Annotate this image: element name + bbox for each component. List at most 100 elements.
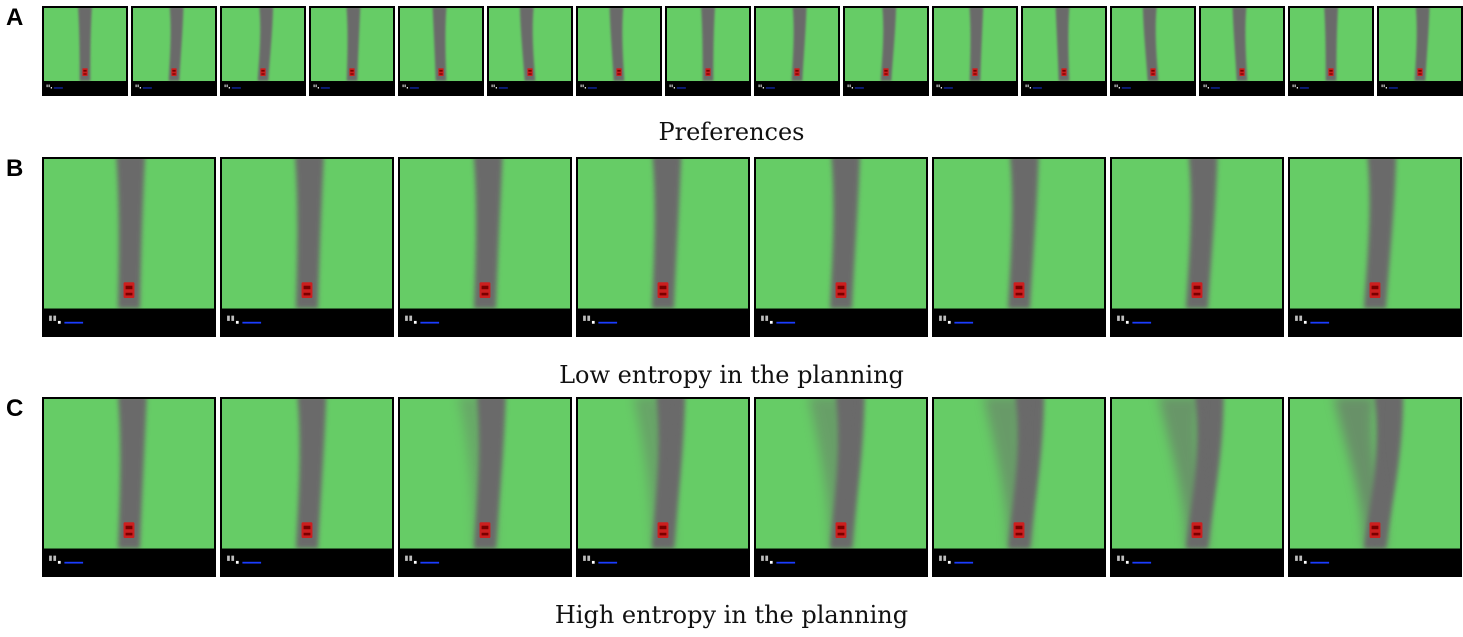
speed-bar (1032, 87, 1042, 89)
game-frame (398, 157, 572, 337)
game-frame (576, 397, 750, 577)
hud-indicator-icon (939, 315, 951, 324)
game-frame (131, 6, 217, 96)
game-frame (1288, 6, 1374, 96)
frame-canvas (1023, 8, 1105, 94)
frame-canvas (1290, 159, 1460, 335)
red-car-icon (479, 522, 491, 539)
frame-canvas (667, 8, 749, 94)
frame-canvas (1112, 8, 1194, 94)
speed-bar (765, 87, 775, 89)
hud-indicator-icon (135, 84, 142, 89)
frame-canvas (222, 159, 392, 335)
speed-bar (1132, 321, 1152, 324)
red-car-icon (349, 68, 355, 76)
frame-canvas (400, 159, 570, 335)
speed-bar (53, 87, 63, 89)
hud-indicator-icon (1117, 555, 1129, 564)
game-frame (42, 6, 128, 96)
red-car-icon (1150, 68, 1156, 76)
hud-indicator-icon (669, 84, 676, 89)
speed-bar (420, 321, 440, 324)
speed-bar (598, 321, 618, 324)
red-car-icon (1369, 522, 1381, 539)
red-car-icon (527, 68, 533, 76)
game-frame (309, 6, 395, 96)
hud-indicator-icon (227, 555, 239, 564)
red-car-icon (260, 68, 266, 76)
frame-canvas (1379, 8, 1461, 94)
game-frame (1110, 397, 1284, 577)
speed-bar (420, 561, 440, 564)
hud-indicator-icon (583, 555, 595, 564)
frame-canvas (311, 8, 393, 94)
speed-bar (1388, 87, 1398, 89)
panel-c-caption: High entropy in the planning (554, 601, 909, 629)
red-car-icon (883, 68, 889, 76)
game-frame (1377, 6, 1463, 96)
hud-indicator-icon (491, 84, 498, 89)
hud-indicator-icon (1295, 315, 1307, 324)
frame-canvas (44, 399, 214, 575)
red-car-icon (479, 282, 491, 299)
hud-indicator-icon (402, 84, 409, 89)
hud-indicator-icon (405, 555, 417, 564)
hud-indicator-icon (1117, 315, 1129, 324)
panel-b-caption: Low entropy in the planning (559, 361, 904, 389)
game-frame (1110, 157, 1284, 337)
frame-canvas (578, 8, 660, 94)
red-car-icon (123, 522, 135, 539)
frame-canvas (934, 399, 1104, 575)
game-frame (398, 397, 572, 577)
hud-indicator-icon (46, 84, 53, 89)
panel-a-caption: Preferences (658, 118, 805, 146)
frame-canvas (44, 8, 126, 94)
hud-indicator-icon (227, 315, 239, 324)
frame-canvas (1290, 8, 1372, 94)
panel-c-letter: C (6, 395, 24, 422)
frame-canvas (222, 399, 392, 575)
hud-indicator-icon (313, 84, 320, 89)
speed-bar (142, 87, 152, 89)
frame-canvas (1112, 159, 1282, 335)
red-car-icon (835, 522, 847, 539)
speed-bar (943, 87, 953, 89)
panel-a-strip (42, 6, 1463, 96)
game-frame (42, 157, 216, 337)
hud-indicator-icon (761, 555, 773, 564)
panel-c-strip (42, 397, 1462, 577)
speed-bar (1132, 561, 1152, 564)
speed-bar (231, 87, 241, 89)
red-car-icon (1191, 522, 1203, 539)
hud-indicator-icon (939, 555, 951, 564)
hud-indicator-icon (1025, 84, 1032, 89)
red-car-icon (1013, 522, 1025, 539)
red-car-icon (301, 522, 313, 539)
game-frame (932, 397, 1106, 577)
game-frame (754, 397, 928, 577)
red-car-icon (705, 68, 711, 76)
frame-canvas (1112, 399, 1282, 575)
hud-indicator-icon (583, 315, 595, 324)
speed-bar (1310, 561, 1330, 564)
red-car-icon (1369, 282, 1381, 299)
red-car-icon (972, 68, 978, 76)
hud-indicator-icon (1292, 84, 1299, 89)
red-car-icon (171, 68, 177, 76)
speed-bar (587, 87, 597, 89)
panel-a-letter: A (6, 4, 24, 31)
speed-bar (64, 321, 84, 324)
frame-canvas (578, 399, 748, 575)
hud-indicator-icon (847, 84, 854, 89)
frame-canvas (756, 399, 926, 575)
game-frame (932, 6, 1018, 96)
red-car-icon (1191, 282, 1203, 299)
panel-b-letter: B (6, 155, 24, 182)
hud-indicator-icon (936, 84, 943, 89)
panel-b-strip (42, 157, 1462, 337)
game-frame (1288, 397, 1462, 577)
red-car-icon (1239, 68, 1245, 76)
game-frame (665, 6, 751, 96)
game-frame (220, 397, 394, 577)
red-car-icon (657, 522, 669, 539)
